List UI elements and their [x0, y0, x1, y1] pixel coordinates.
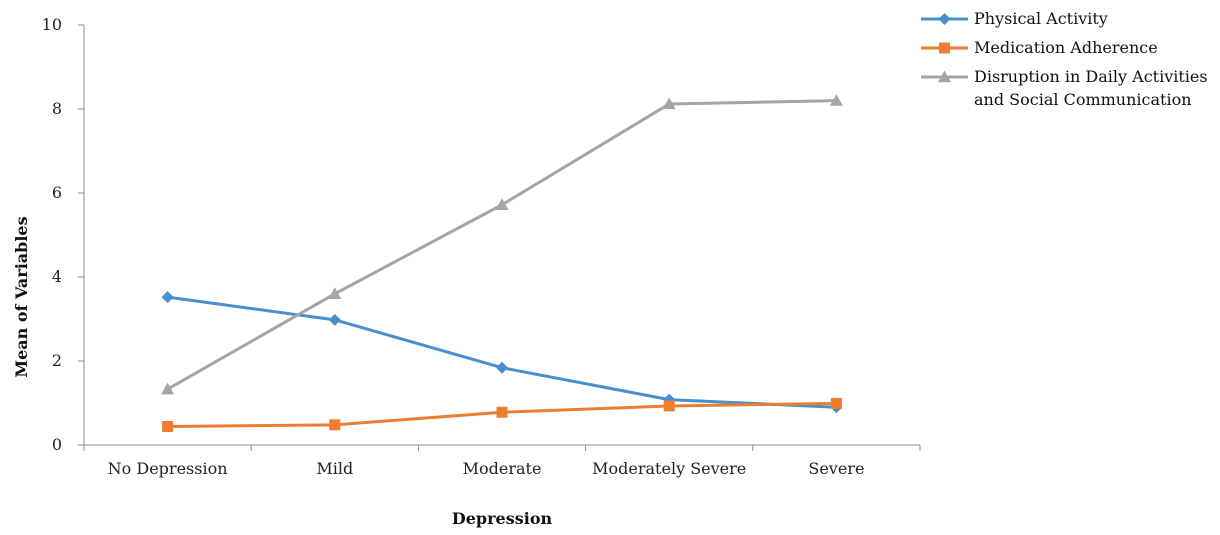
legend-label: Disruption in Daily Activities and Social… — [974, 67, 1208, 109]
legend-marker — [938, 13, 951, 25]
data-point — [161, 291, 174, 304]
series-line — [166, 99, 837, 391]
y-tick-label: 0 — [52, 435, 62, 454]
data-point — [328, 313, 341, 326]
y-tick-label: 8 — [52, 99, 62, 118]
x-tick-label: No Depression — [108, 459, 228, 478]
y-tick-label: 4 — [52, 267, 62, 286]
legend-label-line: Disruption in Daily Activities — [974, 67, 1208, 86]
legend-label: Medication Adherence — [974, 38, 1158, 57]
data-point — [496, 406, 508, 418]
legend-item-physical-activity: Physical Activity — [921, 9, 1108, 28]
legend-marker — [938, 70, 951, 83]
data-point — [662, 97, 676, 110]
legend-item-medication-adherence: Medication Adherence — [921, 38, 1158, 57]
y-axis-title: Mean of Variables — [12, 216, 31, 377]
series-physical-activity — [161, 291, 843, 414]
data-point — [161, 382, 175, 395]
data-point — [830, 397, 842, 409]
y-axis: 0 2 4 6 8 10 — [42, 15, 85, 454]
x-axis-title: Depression — [452, 509, 553, 528]
legend-item-disruption-in-daily-activities-and-social-communication: Disruption in Daily Activities and Social… — [921, 67, 1208, 109]
x-tick-label: Moderately Severe — [592, 459, 746, 478]
legend-label-line: Physical Activity — [974, 9, 1108, 28]
data-point — [496, 361, 508, 374]
y-tick-label: 6 — [52, 183, 62, 202]
legend-label: Physical Activity — [974, 9, 1108, 28]
legend-label-line: and Social Communication — [974, 90, 1192, 109]
x-axis: No Depression Mild Moderate Moderately Seve… — [83, 444, 921, 478]
legend-marker — [939, 42, 950, 54]
x-tick-label: Severe — [808, 459, 864, 478]
data-point — [663, 400, 675, 412]
data-point — [495, 198, 509, 210]
x-tick-label: Moderate — [463, 459, 542, 478]
data-point — [162, 421, 174, 433]
series-medication-adherence — [162, 397, 842, 433]
x-tick-label: Mild — [316, 459, 353, 478]
series-disruption-in-daily-activities-and-social-communication — [161, 94, 843, 395]
legend: Physical Activity Medication Adherence Dis… — [921, 9, 1208, 109]
legend-label-line: Medication Adherence — [974, 38, 1158, 57]
data-point — [328, 287, 342, 299]
series-line — [167, 295, 837, 409]
series-group — [161, 94, 843, 433]
y-tick-label: 10 — [42, 15, 62, 34]
data-point — [329, 419, 341, 431]
data-point — [829, 94, 843, 106]
y-tick-label: 2 — [52, 351, 62, 370]
